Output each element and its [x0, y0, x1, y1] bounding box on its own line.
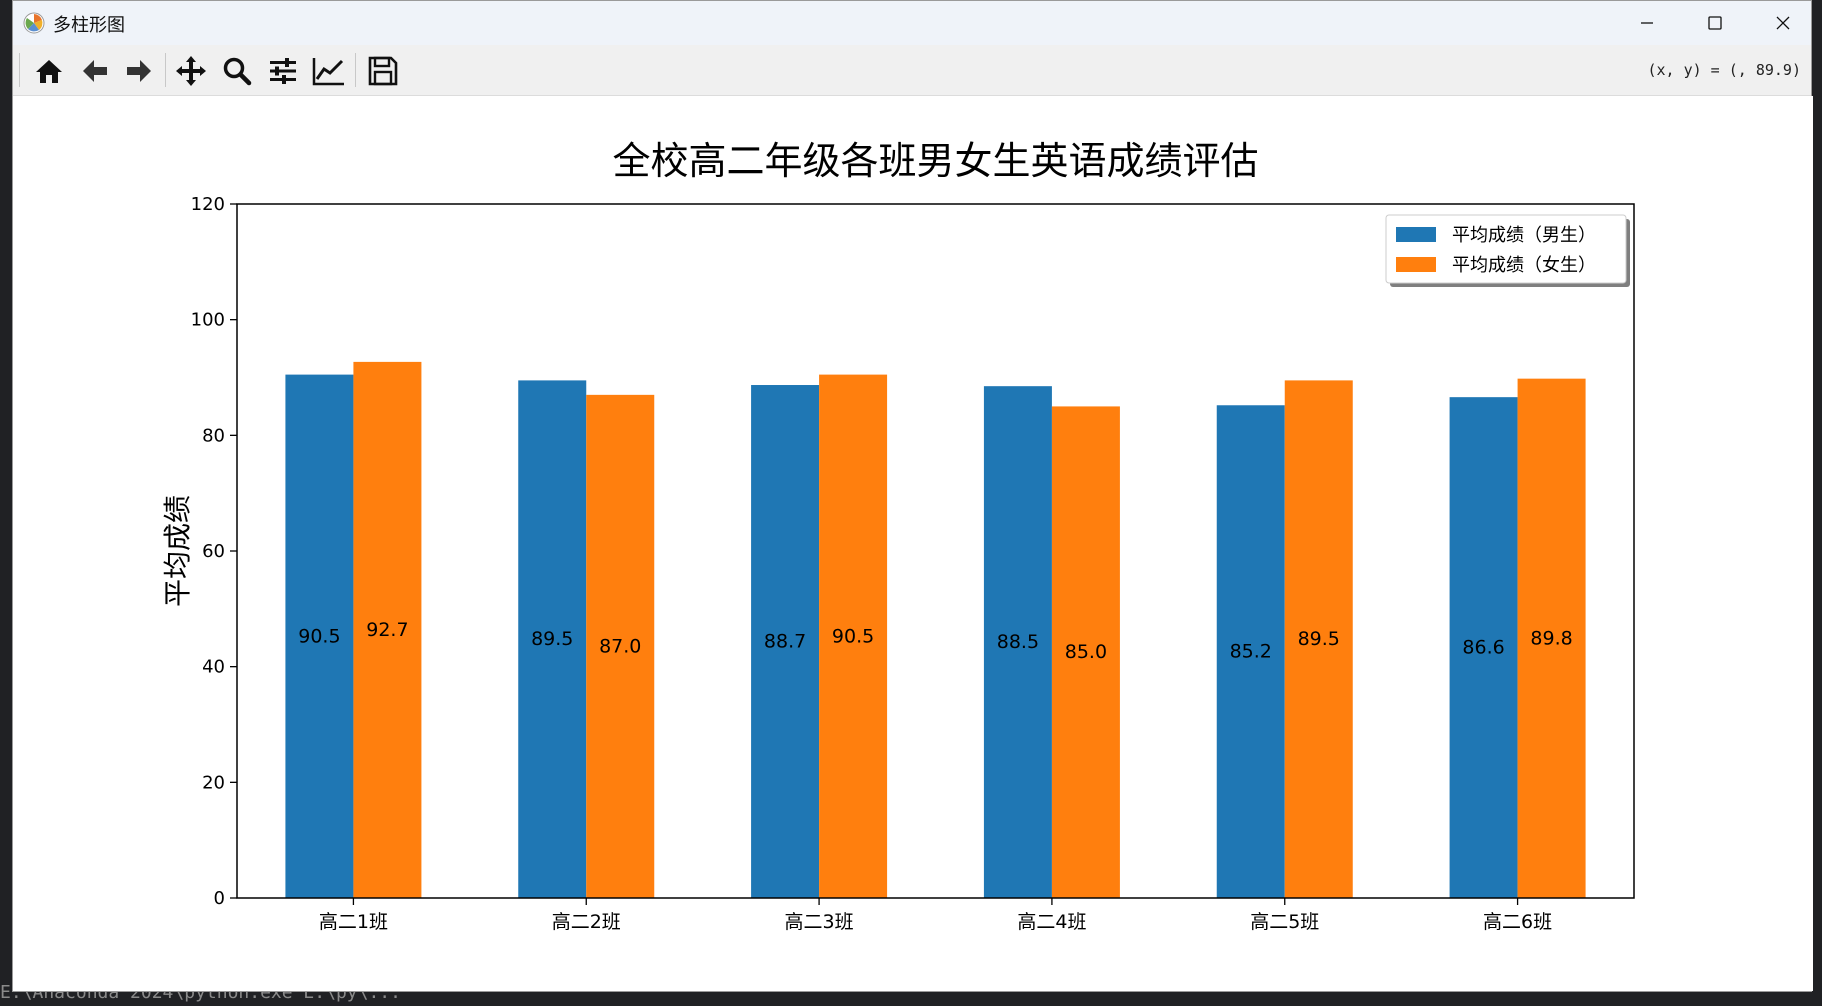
window-title: 多柱形图 [53, 15, 125, 36]
data-label: 85.0 [1065, 641, 1107, 663]
data-label: 88.5 [997, 631, 1039, 653]
minimize-icon [1641, 22, 1653, 24]
y-axis-label: 平均成绩 [161, 495, 194, 607]
bar-male[interactable] [1216, 405, 1285, 898]
legend [1385, 214, 1627, 284]
matplotlib-app-icon [23, 12, 45, 34]
y-tick-label: 80 [202, 425, 225, 446]
arrow-right-icon [127, 60, 151, 82]
y-tick-label: 120 [191, 194, 225, 215]
edit-axes-button[interactable] [309, 51, 349, 91]
magnifier-icon [223, 57, 252, 86]
home-icon [36, 60, 62, 83]
toolbar-separator [165, 53, 166, 87]
y-tick-label: 100 [191, 310, 225, 331]
move-icon [176, 56, 206, 86]
bar-female[interactable] [1517, 378, 1586, 898]
data-label: 92.7 [366, 619, 408, 641]
x-tick-label: 高二4班 [1017, 911, 1086, 933]
home-button[interactable] [29, 51, 69, 91]
x-tick-label: 高二6班 [1483, 911, 1552, 933]
y-tick-label: 20 [202, 772, 225, 793]
legend-swatch [1396, 227, 1436, 242]
maximize-icon [1708, 16, 1722, 30]
forward-button[interactable] [119, 51, 159, 91]
x-tick-label: 高二3班 [785, 911, 854, 933]
data-label: 88.7 [764, 631, 806, 653]
figure-canvas[interactable]: 全校高二年级各班男女生英语成绩评估平均成绩 0 20 40 60 80 100 120 90.5… [13, 96, 1813, 991]
y-tick-label: 40 [202, 657, 225, 678]
toolbar-separator [355, 53, 356, 87]
sliders-icon [270, 58, 296, 84]
bar-male[interactable] [285, 374, 354, 898]
bar-female[interactable] [1051, 406, 1120, 898]
toolbar-grip [19, 53, 20, 87]
minimize-button[interactable] [1613, 1, 1681, 45]
x-tick-label: 高二2班 [552, 911, 621, 933]
bar-male[interactable] [983, 386, 1052, 898]
data-label: 87.0 [599, 635, 641, 657]
bar-male[interactable] [1449, 397, 1518, 898]
navigation-toolbar: (x, y) = (, 89.9) [13, 45, 1811, 96]
floppy-disk-icon [368, 56, 398, 86]
data-label: 85.2 [1230, 641, 1272, 663]
zoom-button[interactable] [217, 51, 257, 91]
bar-female[interactable] [586, 394, 655, 898]
data-label: 90.5 [832, 625, 874, 647]
data-label: 89.8 [1530, 627, 1572, 649]
back-button[interactable] [75, 51, 115, 91]
close-icon [1776, 16, 1790, 30]
x-tick-label: 高二5班 [1250, 911, 1319, 933]
arrow-left-icon [83, 60, 107, 82]
x-tick-label: 高二1班 [319, 911, 388, 933]
plot-frame [236, 203, 1635, 899]
line-chart-icon [312, 58, 344, 86]
legend-label: 平均成绩（男生） [1452, 225, 1596, 246]
pan-button[interactable] [171, 51, 211, 91]
bar-female[interactable] [1284, 380, 1353, 898]
title-bar[interactable]: 多柱形图 [13, 1, 1811, 45]
bar-female[interactable] [353, 361, 422, 898]
data-label: 89.5 [1298, 628, 1340, 650]
data-label: 90.5 [298, 625, 340, 647]
y-tick-label: 60 [202, 541, 225, 562]
data-label: 89.5 [531, 628, 573, 650]
chart-title: 全校高二年级各班男女生英语成绩评估 [612, 139, 1258, 183]
data-label: 86.6 [1462, 637, 1504, 659]
configure-subplots-button[interactable] [263, 51, 303, 91]
maximize-button[interactable] [1681, 1, 1749, 45]
legend-label: 平均成绩（女生） [1452, 255, 1596, 276]
figure-window: 多柱形图 [12, 0, 1813, 992]
bar-female[interactable] [819, 374, 888, 898]
y-tick-label: 0 [214, 888, 225, 909]
legend-swatch [1396, 257, 1436, 272]
bar-male[interactable] [751, 385, 820, 899]
save-button[interactable] [363, 51, 403, 91]
bar-male[interactable] [518, 380, 587, 898]
close-button[interactable] [1749, 1, 1817, 45]
cursor-coordinates: (x, y) = (, 89.9) [1647, 61, 1801, 79]
